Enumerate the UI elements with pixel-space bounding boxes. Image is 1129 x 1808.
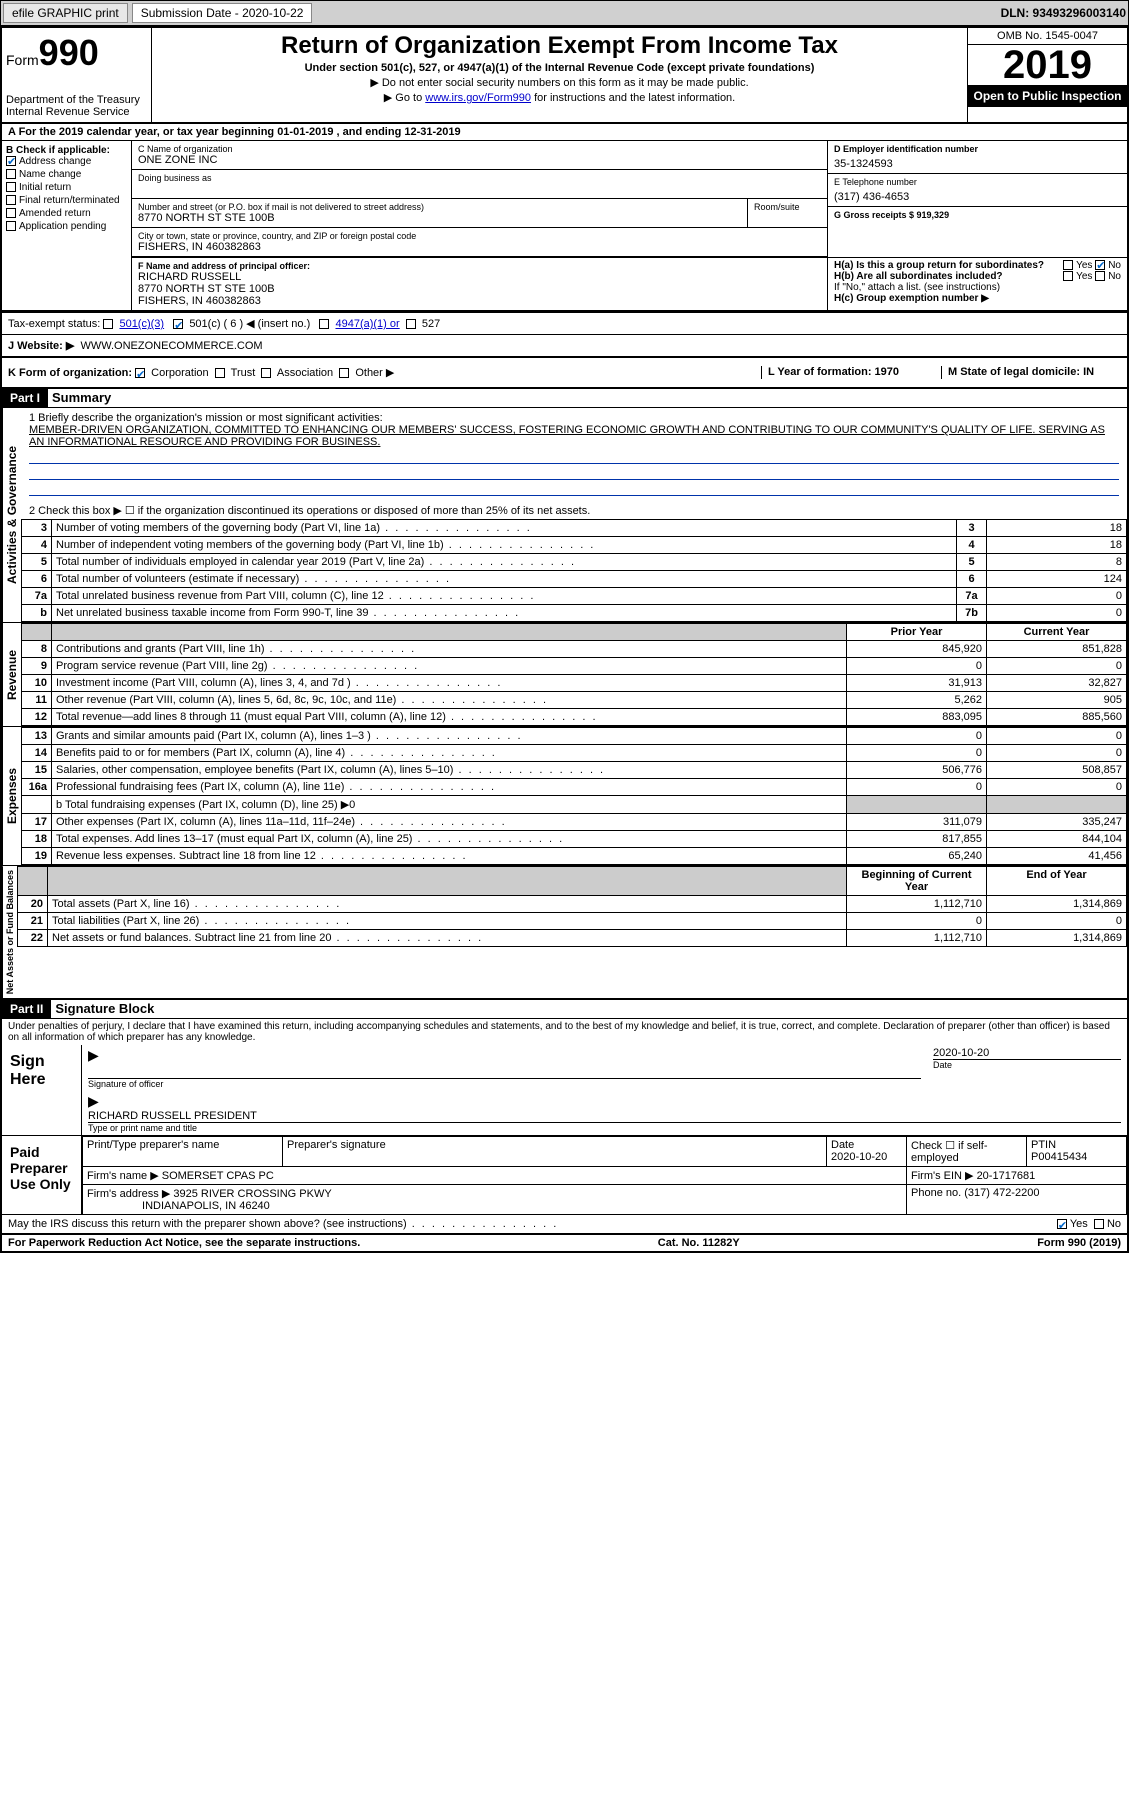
tax-status-row: Tax-exempt status: 501(c)(3) 501(c) ( 6 … — [2, 312, 1127, 335]
sig-date: 2020-10-20 — [933, 1047, 1121, 1059]
dln: DLN: 93493296003140 — [1001, 6, 1126, 20]
check-amended[interactable]: Amended return — [6, 208, 127, 219]
open-inspection: Open to Public Inspection — [968, 85, 1127, 107]
phone-cell: E Telephone number (317) 436-4653 — [828, 174, 1127, 207]
year-formation: L Year of formation: 1970 — [761, 366, 941, 379]
date-label: Date — [933, 1059, 1121, 1070]
check-501c3[interactable] — [103, 319, 113, 329]
form-note1: ▶ Do not enter social security numbers o… — [156, 76, 963, 89]
gross-receipts: G Gross receipts $ 919,329 — [828, 207, 1127, 223]
h-a: H(a) Is this a group return for subordin… — [834, 260, 1121, 271]
netassets-table: Beginning of Current YearEnd of Year20To… — [17, 866, 1127, 947]
ein-cell: D Employer identification number 35-1324… — [828, 141, 1127, 174]
column-b-checkboxes: B Check if applicable: Address change Na… — [2, 141, 132, 310]
part2-header: Part IISignature Block — [2, 1000, 1127, 1019]
expenses-table: 13Grants and similar amounts paid (Part … — [21, 727, 1127, 865]
tax-year: 2019 — [968, 45, 1127, 85]
form-title: Return of Organization Exempt From Incom… — [156, 32, 963, 60]
form-subtitle: Under section 501(c), 527, or 4947(a)(1)… — [156, 62, 963, 74]
check-name-change[interactable]: Name change — [6, 169, 127, 180]
check-self-employed: Check ☐ if self-employed — [907, 1137, 1027, 1167]
activities-table: 3Number of voting members of the governi… — [21, 519, 1127, 622]
check-4947[interactable] — [319, 319, 329, 329]
irs-link[interactable]: www.irs.gov/Form990 — [425, 92, 531, 104]
form-number: Form990 — [6, 32, 147, 74]
section-a: A For the 2019 calendar year, or tax yea… — [2, 124, 1127, 141]
h-b: H(b) Are all subordinates included? Yes … — [834, 271, 1121, 282]
top-bar: efile GRAPHIC print Submission Date - 20… — [0, 0, 1129, 26]
jurat: Under penalties of perjury, I declare th… — [2, 1019, 1127, 1045]
dba-cell: Doing business as — [132, 170, 827, 199]
form-container: Form990 Department of the Treasury Inter… — [0, 26, 1129, 1253]
h-b-note: If "No," attach a list. (see instruction… — [834, 282, 1121, 293]
h-c: H(c) Group exemption number ▶ — [834, 293, 1121, 304]
discuss-row: May the IRS discuss this return with the… — [2, 1215, 1127, 1234]
check-other[interactable] — [339, 368, 349, 378]
check-527[interactable] — [406, 319, 416, 329]
paid-preparer-label: Paid Preparer Use Only — [2, 1136, 82, 1214]
expenses-side-label: Expenses — [2, 727, 21, 865]
check-trust[interactable] — [215, 368, 225, 378]
city-cell: City or town, state or province, country… — [132, 228, 827, 257]
website-row: J Website: ▶ WWW.ONEZONECOMMERCE.COM — [2, 335, 1127, 358]
check-initial-return[interactable]: Initial return — [6, 182, 127, 193]
check-address-change[interactable]: Address change — [6, 156, 127, 167]
revenue-side-label: Revenue — [2, 623, 21, 726]
sign-here-label: Sign Here — [2, 1045, 82, 1135]
check-assoc[interactable] — [261, 368, 271, 378]
irs-dept: Department of the Treasury Internal Reve… — [6, 94, 147, 118]
sig-officer-label: Signature of officer — [88, 1078, 921, 1089]
check-501c[interactable] — [173, 319, 183, 329]
submission-date: Submission Date - 2020-10-22 — [132, 3, 313, 23]
street-cell: Number and street (or P.O. box if mail i… — [132, 199, 747, 228]
room-cell: Room/suite — [747, 199, 827, 228]
activities-side-label: Activities & Governance — [2, 408, 21, 622]
prep-sig-label: Preparer's signature — [283, 1137, 827, 1167]
type-print-label: Type or print name and title — [88, 1122, 1121, 1133]
state-domicile: M State of legal domicile: IN — [941, 366, 1121, 379]
part1-header: Part ISummary — [2, 389, 1127, 408]
check-app-pending[interactable]: Application pending — [6, 221, 127, 232]
revenue-table: Prior YearCurrent Year8Contributions and… — [21, 623, 1127, 726]
prep-name-label: Print/Type preparer's name — [83, 1137, 283, 1167]
preparer-table: Print/Type preparer's name Preparer's si… — [82, 1136, 1127, 1214]
mission-section: 1 Briefly describe the organization's mi… — [21, 408, 1127, 500]
form-note2: ▶ Go to www.irs.gov/Form990 for instruct… — [156, 91, 963, 104]
org-name-cell: C Name of organization ONE ZONE INC — [132, 141, 827, 170]
officer-print-name: RICHARD RUSSELL PRESIDENT — [88, 1110, 1121, 1122]
officer-cell: F Name and address of principal officer:… — [132, 258, 827, 310]
check-corp[interactable] — [135, 368, 145, 378]
page-footer: For Paperwork Reduction Act Notice, see … — [2, 1234, 1127, 1251]
check-final-return[interactable]: Final return/terminated — [6, 195, 127, 206]
netassets-side-label: Net Assets or Fund Balances — [2, 866, 17, 998]
k-row: K Form of organization: Corporation Trus… — [2, 358, 1127, 389]
line2: 2 Check this box ▶ ☐ if the organization… — [21, 500, 1127, 519]
form-header: Form990 Department of the Treasury Inter… — [2, 28, 1127, 124]
efile-print-button[interactable]: efile GRAPHIC print — [3, 3, 128, 23]
